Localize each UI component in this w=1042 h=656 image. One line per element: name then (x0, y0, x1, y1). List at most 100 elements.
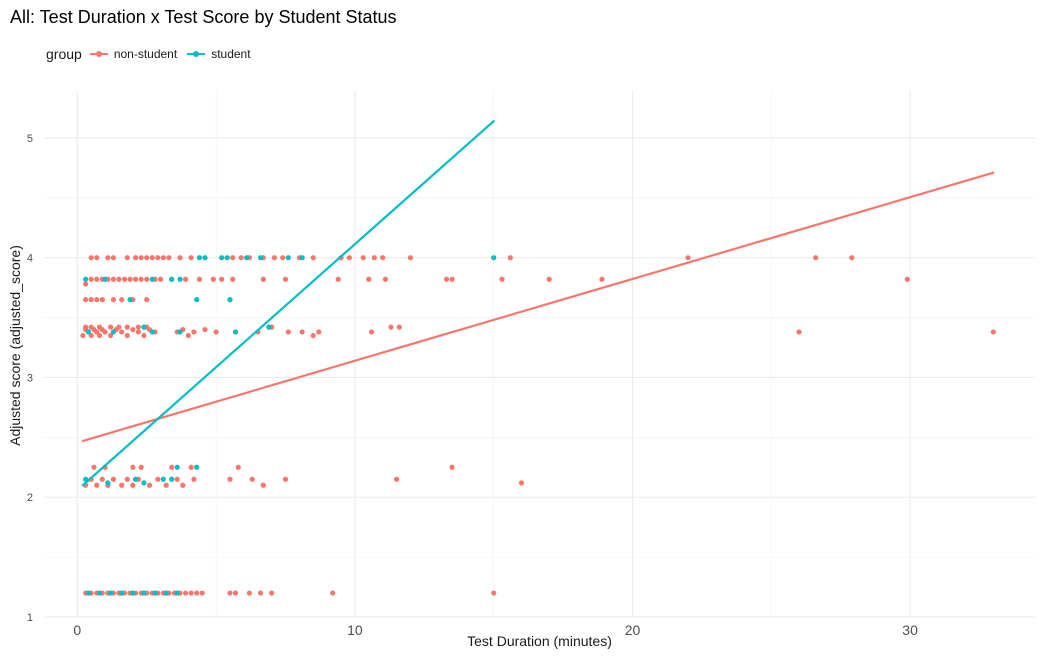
data-point-non-student (96, 332, 103, 339)
legend-key-non-student (89, 47, 108, 61)
data-point-non-student (449, 276, 455, 282)
data-point-student (96, 590, 103, 596)
data-point-non-student (99, 297, 105, 303)
data-point-non-student (119, 482, 125, 488)
data-point-non-student (191, 476, 197, 482)
data-point-non-student (796, 329, 802, 335)
trend-line-non-student (81, 171, 995, 443)
data-point-non-student (396, 324, 402, 330)
data-point-non-student (124, 332, 130, 339)
data-point-non-student (110, 255, 116, 261)
data-point-non-student (138, 276, 144, 282)
data-point-non-student (110, 276, 116, 282)
data-point-non-student (124, 324, 130, 330)
data-point-non-student (335, 276, 341, 282)
data-point-student (85, 329, 92, 335)
data-point-non-student (99, 476, 105, 482)
data-point-student (169, 276, 175, 282)
data-point-non-student (88, 332, 94, 339)
data-point-non-student (260, 482, 266, 488)
data-point-non-student (285, 329, 291, 335)
data-point-non-student (813, 255, 819, 261)
data-point-non-student (199, 590, 205, 596)
data-point-student (202, 255, 208, 261)
data-point-non-student (138, 255, 144, 261)
data-point-student (266, 324, 272, 330)
x-tick-label: 10 (347, 622, 363, 638)
data-point-non-student (124, 476, 130, 482)
data-point-non-student (518, 480, 525, 486)
data-point-student (224, 255, 230, 261)
data-point-non-student (119, 297, 125, 303)
data-point-non-student (119, 329, 125, 335)
data-point-non-student (83, 297, 89, 303)
data-point-non-student (491, 590, 497, 596)
y-tick-label: 4 (27, 253, 33, 265)
data-point-non-student (280, 255, 286, 261)
data-point-student (196, 255, 203, 261)
data-point-non-student (116, 324, 122, 330)
y-tick-label: 5 (27, 133, 33, 145)
data-point-non-student (230, 255, 236, 261)
data-point-non-student (316, 329, 322, 335)
data-point-non-student (330, 590, 336, 596)
data-point-non-student (507, 255, 513, 261)
data-point-student (105, 480, 111, 486)
data-point-student (285, 255, 291, 261)
data-point-non-student (227, 476, 233, 482)
data-point-non-student (182, 590, 189, 596)
data-point-student (227, 297, 233, 303)
y-tick-label: 3 (27, 372, 33, 384)
data-point-non-student (102, 329, 108, 335)
data-point-non-student (130, 482, 136, 488)
data-point-non-student (443, 276, 450, 282)
data-point-student (491, 255, 497, 261)
data-point-student (133, 476, 139, 482)
data-point-non-student (133, 276, 139, 282)
legend-item-non-student: non-student (89, 47, 177, 61)
data-point-student (152, 590, 158, 596)
data-point-student (149, 329, 155, 335)
data-point-non-student (849, 255, 855, 261)
data-point-non-student (144, 255, 150, 261)
data-point-non-student (360, 255, 366, 261)
data-point-non-student (94, 482, 100, 488)
data-point-non-student (194, 590, 200, 596)
data-point-non-student (990, 329, 996, 335)
data-point-non-student (227, 590, 233, 596)
data-point-non-student (196, 276, 203, 282)
data-point-student (232, 329, 239, 335)
data-point-non-student (380, 255, 386, 261)
data-point-student (119, 590, 125, 596)
data-point-non-student (110, 297, 116, 303)
data-point-non-student (499, 276, 505, 282)
data-point-non-student (155, 476, 161, 482)
data-point-non-student (83, 281, 89, 287)
data-point-non-student (246, 590, 253, 596)
chart-title: All: Test Duration x Test Score by Stude… (10, 7, 397, 27)
data-point-non-student (685, 255, 691, 261)
data-point-non-student (393, 476, 400, 482)
data-point-non-student (121, 276, 128, 282)
data-point-non-student (138, 464, 144, 470)
data-point-non-student (271, 255, 278, 261)
legend-label-student: student (211, 47, 251, 61)
data-point-non-student (269, 590, 275, 596)
data-point-student (141, 324, 147, 330)
data-point-non-student (160, 255, 166, 261)
data-point-non-student (130, 326, 136, 333)
data-point-student (244, 255, 250, 261)
data-point-non-student (185, 332, 191, 339)
data-point-non-student (257, 590, 264, 596)
data-point-non-student (144, 276, 150, 282)
data-point-student (174, 590, 180, 596)
data-point-non-student (382, 276, 389, 282)
data-point-non-student (388, 324, 394, 330)
data-point-student (141, 590, 147, 596)
data-point-student (194, 297, 200, 303)
data-point-non-student (407, 255, 414, 261)
data-point-non-student (202, 326, 208, 333)
data-point-non-student (108, 324, 114, 330)
data-point-non-student (135, 324, 141, 330)
data-point-non-student (191, 329, 197, 335)
